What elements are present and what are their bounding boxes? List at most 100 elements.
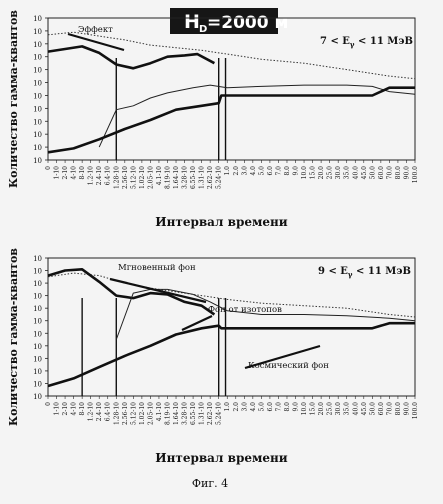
series-line-prompt [48, 46, 214, 68]
x-tick-label: 6.4-10 [105, 402, 112, 421]
energy-range-label: 7 < Eγ < 11 МэВ [320, 36, 413, 49]
legend-leader [110, 279, 206, 302]
x-tick-label: 4-10 [71, 402, 78, 416]
x-tick-label: 50.0 [369, 402, 376, 416]
x-tick-label: 80.0 [395, 166, 402, 180]
series-line-cosmic [48, 323, 415, 386]
x-tick-label: 5.24-10 [216, 166, 223, 189]
y-tick-label: 10 [33, 54, 42, 62]
x-axis-label: Интервал времени [155, 215, 288, 229]
x-tick-label: 2.56-10 [122, 166, 129, 189]
x-tick-label: 45.0 [361, 166, 368, 180]
y-tick-label: 10 [33, 105, 42, 113]
x-tick-label: 20.0 [318, 166, 325, 180]
x-tick-label: 35.0 [344, 402, 351, 416]
x-tick-label: 2.62-10 [207, 166, 214, 189]
x-tick-label: 4-10 [71, 166, 78, 180]
x-tick-label: 9.0 [293, 402, 300, 412]
y-tick-label: 10 [33, 80, 42, 88]
x-tick-label: 1-10 [54, 402, 61, 416]
x-tick-label: 3.28-10 [182, 166, 189, 189]
x-tick-label: 5.24-10 [216, 402, 223, 425]
x-tick-label: 4.1-10 [156, 402, 163, 421]
x-tick-label: 30.0 [335, 166, 342, 180]
x-tick-label: 2.56-10 [122, 402, 129, 425]
altitude-badge: H D =2000 м [170, 8, 288, 35]
x-tick-label: 1.64-10 [173, 402, 180, 425]
energy-range-label: 9 < Eγ < 11 МэВ [318, 266, 411, 279]
x-tick-label: 8-10 [79, 166, 86, 180]
series-line-cosmic [48, 88, 415, 153]
x-tick-label: 40.0 [352, 402, 359, 416]
x-tick-label: 25.0 [327, 166, 334, 180]
y-tick-label: 10 [33, 393, 42, 401]
x-tick-label: 6.55-10 [190, 166, 197, 189]
x-tick-label: 1.02-10 [139, 166, 146, 189]
x-axis-label: Интервал времени [155, 451, 288, 465]
x-tick-label: 2.05-10 [147, 402, 154, 425]
x-tick-label: 70.0 [386, 166, 393, 180]
x-tick-label: 6.0 [267, 166, 274, 176]
x-tick-label: 8.19-10 [164, 166, 171, 189]
x-tick-label: 15.0 [310, 402, 317, 416]
x-tick-label: 10.0 [301, 166, 308, 180]
y-tick-label: 10 [33, 255, 42, 263]
x-tick-label: 5.12-10 [130, 402, 137, 425]
altitude-badge-value: =2000 м [207, 13, 288, 33]
legend-label: Эффект [78, 25, 113, 35]
x-tick-label: 40.0 [352, 166, 359, 180]
x-tick-label: 8-10 [79, 402, 86, 416]
x-tick-label: 7.0 [275, 166, 282, 176]
y-tick-label: 10 [33, 118, 42, 126]
x-tick-label: 60.0 [378, 166, 385, 180]
chart-bottom: 10101010101010101010101001-102-104-108-1… [7, 248, 419, 465]
x-tick-label: 1.31-10 [199, 402, 206, 425]
x-tick-label: 1.31-10 [199, 166, 206, 189]
series-line-prompt [48, 269, 214, 314]
x-tick-label: 3.28-10 [182, 402, 189, 425]
x-tick-label: 100.0 [412, 166, 419, 183]
x-tick-label: 1.2-10 [88, 166, 95, 185]
x-tick-label: 30.0 [335, 402, 342, 416]
x-tick-label: 8.0 [284, 402, 291, 412]
x-tick-label: 1.0 [224, 166, 231, 176]
y-tick-label: 10 [33, 355, 42, 363]
x-tick-label: 0 [45, 166, 52, 170]
x-tick-label: 8.19-10 [164, 402, 171, 425]
x-tick-label: 7.0 [275, 402, 282, 412]
x-tick-label: 2-10 [62, 402, 69, 416]
y-tick-label: 10 [33, 144, 42, 152]
x-tick-label: 70.0 [386, 402, 393, 416]
x-tick-label: 2.0 [233, 166, 240, 176]
x-tick-label: 5.0 [258, 166, 265, 176]
x-tick-label: 1.02-10 [139, 402, 146, 425]
x-tick-label: 10.0 [301, 402, 308, 416]
x-tick-label: 1.28-10 [113, 402, 120, 425]
y-tick-label: 10 [33, 157, 42, 165]
x-tick-label: 9.0 [293, 166, 300, 176]
y-tick-label: 10 [33, 380, 42, 388]
x-tick-label: 8.0 [284, 166, 291, 176]
legend-label: Космический фон [248, 361, 329, 371]
x-tick-label: 6.0 [267, 402, 274, 412]
y-tick-label: 10 [33, 28, 42, 36]
x-tick-label: 0 [45, 402, 52, 406]
x-tick-label: 5.12-10 [130, 166, 137, 189]
x-tick-label: 90.0 [403, 402, 410, 416]
y-tick-label: 10 [33, 305, 42, 313]
x-tick-label: 1-10 [54, 166, 61, 180]
x-tick-label: 1.2-10 [88, 402, 95, 421]
x-tick-label: 15.0 [310, 166, 317, 180]
x-tick-label: 60.0 [378, 402, 385, 416]
x-tick-label: 4.0 [250, 402, 257, 412]
x-tick-label: 6.55-10 [190, 402, 197, 425]
x-tick-label: 20.0 [318, 402, 325, 416]
x-tick-label: 2.0 [233, 402, 240, 412]
x-tick-label: 2.62-10 [207, 402, 214, 425]
y-tick-label: 10 [33, 268, 42, 276]
x-tick-label: 35.0 [344, 166, 351, 180]
x-tick-label: 50.0 [369, 166, 376, 180]
altitude-badge-h: H [184, 11, 200, 33]
x-tick-label: 25.0 [327, 402, 334, 416]
